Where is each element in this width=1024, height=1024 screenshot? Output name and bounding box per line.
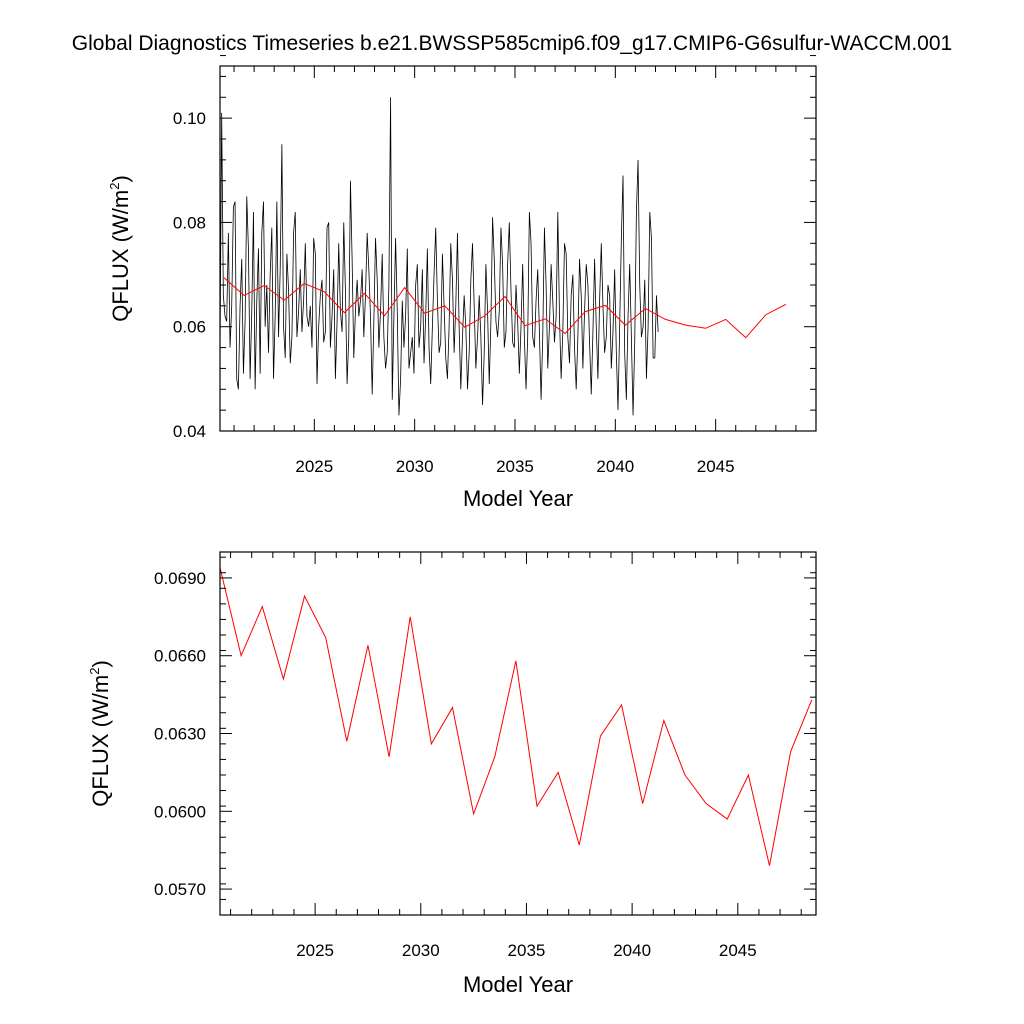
y-axis-label-main: QFLUX (W/m bbox=[108, 190, 133, 322]
x-tick-label: 2030 bbox=[402, 941, 440, 960]
y-tick-label: 0.06 bbox=[173, 318, 206, 337]
x-tick-label: 2035 bbox=[508, 941, 546, 960]
x-tick-label: 2040 bbox=[596, 457, 634, 476]
y-axis-label-main: QFLUX (W/m bbox=[88, 675, 113, 807]
y-tick-label: 0.0690 bbox=[154, 569, 206, 588]
y-axis-label-superscript: 2 bbox=[87, 668, 102, 675]
x-tick-label: 2030 bbox=[396, 457, 434, 476]
x-tick-label: 2045 bbox=[697, 457, 735, 476]
monthly-series-line bbox=[219, 97, 659, 416]
top-panel: 2025 2030 2035 2040 2045 0.04 0.06 0.08 0.10 Mode… bbox=[107, 55, 817, 511]
y-tick-label: 0.04 bbox=[173, 422, 206, 441]
chart-title: Global Diagnostics Timeseries b.e21.BWSS… bbox=[72, 32, 952, 55]
y-axis-label-close: ) bbox=[88, 660, 113, 667]
annual-mean-line bbox=[219, 567, 813, 866]
y-axis-label-superscript: 2 bbox=[107, 183, 122, 190]
bottom-panel: 2025 2030 2035 2040 2045 0.0570 0.0600 0.0630 0.… bbox=[87, 551, 817, 997]
y-tick-label: 0.0570 bbox=[154, 880, 206, 899]
y-axis-label: QFLUX (W/m2) bbox=[87, 660, 113, 807]
x-tick-label: 2025 bbox=[295, 457, 333, 476]
y-tick-label: 0.0630 bbox=[154, 725, 206, 744]
y-axis-label-close: ) bbox=[108, 175, 133, 182]
y-tick-label: 0.10 bbox=[173, 109, 206, 128]
x-axis-label: Model Year bbox=[463, 972, 573, 997]
y-tick-label: 0.0600 bbox=[154, 802, 206, 821]
y-axis-label: QFLUX (W/m2) bbox=[107, 175, 133, 322]
x-tick-label: 2025 bbox=[296, 941, 334, 960]
x-tick-label: 2035 bbox=[496, 457, 534, 476]
x-tick-label: 2045 bbox=[719, 941, 757, 960]
x-tick-label: 2040 bbox=[613, 941, 651, 960]
y-tick-label: 0.08 bbox=[173, 213, 206, 232]
y-tick-label: 0.0660 bbox=[154, 647, 206, 666]
plot-frame bbox=[219, 65, 817, 432]
annual-mean-line bbox=[223, 277, 787, 339]
x-axis-label: Model Year bbox=[463, 486, 573, 511]
